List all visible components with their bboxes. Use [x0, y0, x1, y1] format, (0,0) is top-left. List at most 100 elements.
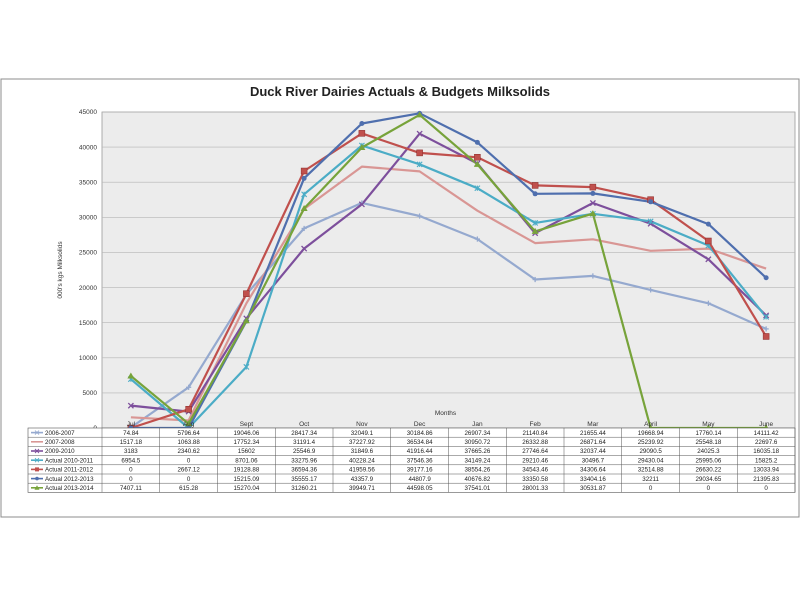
- data-point: [242, 317, 250, 324]
- data-table-cell: 31260.21: [291, 485, 317, 492]
- legend-entry: Actual 2011-2012: [45, 467, 94, 474]
- legend-entry: 2006-2007: [45, 430, 75, 437]
- data-point: [532, 191, 538, 197]
- data-table-cell: 2667.12: [177, 467, 200, 474]
- series-line-3: [130, 144, 767, 430]
- legend-entry: 2007-2008: [45, 439, 75, 446]
- data-table-cell: 37541.01: [464, 485, 490, 492]
- data-table-cell: 25548.18: [695, 439, 721, 446]
- data-table-cell: 74.84: [123, 430, 139, 437]
- series-line-0: [130, 201, 767, 429]
- data-table-cell: 19046.06: [233, 430, 259, 437]
- data-point: [358, 130, 366, 137]
- data-point: [127, 372, 135, 379]
- data-table-cell: 0: [187, 476, 191, 483]
- data-point: [705, 237, 712, 245]
- data-point: [416, 130, 423, 137]
- data-point: [589, 210, 597, 217]
- y-tick-label: 10000: [79, 355, 97, 362]
- data-table-cell: 0: [129, 467, 133, 474]
- data-table-cell: 19128.88: [233, 467, 259, 474]
- data-table-cell: 30531.87: [580, 485, 606, 492]
- data-table-cell: 37227.92: [349, 439, 375, 446]
- data-table-cell: 25546.9: [293, 448, 316, 455]
- data-point: [416, 111, 424, 118]
- x-tick-label: June: [759, 421, 773, 428]
- data-table-cell: 0: [764, 485, 768, 492]
- data-table-cell: 40676.82: [464, 476, 490, 483]
- data-table-cell: 15215.09: [233, 476, 259, 483]
- x-tick-label: Aug: [183, 421, 195, 428]
- data-table-cell: 29034.65: [695, 476, 721, 483]
- data-table-cell: 26332.88: [522, 439, 548, 446]
- data-point: [185, 406, 192, 413]
- data-point: [705, 256, 712, 263]
- data-table-cell: 0: [649, 485, 653, 492]
- data-table-cell: 41959.56: [349, 467, 375, 474]
- plot-area: [101, 111, 796, 429]
- x-tick-label: Jul: [127, 421, 136, 428]
- data-table-cell: 44807.9: [408, 476, 431, 483]
- x-tick-label: Nov: [356, 421, 368, 428]
- y-tick-label: 5000: [83, 390, 98, 397]
- x-tick-label: Mar: [587, 421, 599, 428]
- data-table-cell: 33350.58: [522, 476, 548, 483]
- x-axis-title: Months: [435, 410, 457, 417]
- data-point: [589, 199, 596, 207]
- data-table-cell: 2340.62: [177, 448, 200, 455]
- y-axis-title: 000's kgs Milksolids: [57, 241, 64, 299]
- x-tick-label: Dec: [414, 421, 426, 428]
- legend-key-marker: [34, 448, 40, 454]
- data-point: [301, 175, 307, 181]
- legend-entry: Actual 2013-2014: [45, 485, 94, 492]
- data-point: [300, 204, 308, 211]
- data-table-cell: 6954.5: [121, 457, 140, 464]
- data-table-cell: 26871.64: [580, 439, 606, 446]
- data-point: [127, 402, 134, 409]
- data-table-cell: 39177.16: [407, 467, 433, 474]
- data-table-cell: 17760.14: [695, 430, 721, 437]
- data-table-cell: 8701.06: [235, 457, 258, 464]
- data-table-cell: 32514.88: [638, 467, 664, 474]
- data-table-cell: 33404.16: [580, 476, 606, 483]
- legend-key-marker: [34, 485, 40, 490]
- data-table-cell: 0: [129, 476, 133, 483]
- data-point: [301, 245, 308, 252]
- data-point: [474, 154, 481, 161]
- x-tick-label: April: [644, 421, 658, 428]
- data-point: [648, 199, 654, 205]
- data-table-cell: 15825.2: [755, 457, 778, 464]
- data-table-cell: 33275.96: [291, 457, 317, 464]
- data-table-cell: 30496.7: [582, 457, 605, 464]
- chart-title: Duck River Dairies Actuals & Budgets Mil…: [249, 84, 551, 99]
- data-table-cell: 24025.3: [697, 448, 720, 455]
- data-table-cell: 1517.18: [120, 439, 143, 446]
- legend-key-marker: [35, 467, 39, 472]
- data-table-cell: 21655.44: [580, 430, 606, 437]
- data-table-cell: 13033.94: [753, 467, 779, 474]
- data-table-cell: 615.28: [179, 485, 198, 492]
- data-table-cell: 34149.24: [464, 457, 490, 464]
- chart-svg: 0 5000 10000 15000 20000 25000 30000 35000 40000…: [0, 78, 800, 518]
- data-table-cell: 39949.71: [349, 485, 375, 492]
- data-table-cell: 21140.84: [522, 430, 548, 437]
- data-table-cell: 5796.64: [177, 430, 200, 437]
- data-table-cell: 1063.88: [177, 439, 200, 446]
- data-table-cell: 16035.18: [753, 448, 779, 455]
- series-line-1: [130, 165, 767, 422]
- y-tick-label: 45000: [79, 109, 97, 116]
- data-table-cell: 3183: [124, 448, 138, 455]
- data-table-cell: 30950.72: [464, 439, 490, 446]
- y-tick-label: 35000: [79, 179, 97, 186]
- data-point: [762, 333, 770, 340]
- data-table-cell: 35555.17: [291, 476, 317, 483]
- legend-entry: 2009-2010: [45, 448, 75, 455]
- x-tick-label: Feb: [530, 421, 542, 428]
- data-point: [416, 149, 423, 157]
- data-table-cell: 36594.36: [291, 467, 317, 474]
- data-table-cell: 36534.84: [407, 439, 433, 446]
- legend-key-marker: [34, 457, 40, 463]
- data-table-cell: 29090.5: [639, 448, 662, 455]
- data-table-cell: 28417.34: [291, 430, 317, 437]
- legend-key-marker: [34, 430, 40, 435]
